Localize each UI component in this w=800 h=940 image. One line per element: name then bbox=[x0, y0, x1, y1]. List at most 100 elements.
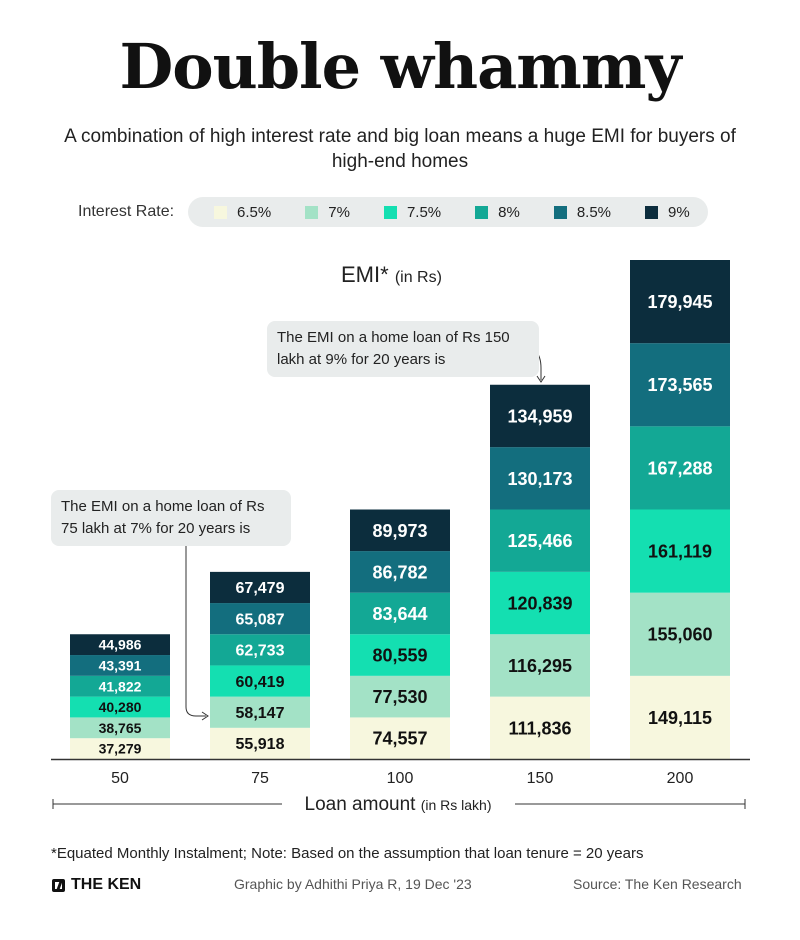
bar-segment bbox=[210, 603, 310, 635]
data-label: 37,279 bbox=[99, 741, 142, 757]
data-label: 167,288 bbox=[647, 458, 712, 478]
chart-title: Double whammy bbox=[119, 30, 682, 103]
x-tick-label: 150 bbox=[527, 770, 554, 787]
bar-segment bbox=[210, 634, 310, 666]
data-label: 116,295 bbox=[508, 656, 572, 676]
legend-item: 6.5% bbox=[214, 204, 271, 221]
bar-segment bbox=[70, 738, 170, 759]
brand-logo: THE KEN bbox=[52, 876, 141, 894]
bar-segment bbox=[630, 675, 730, 759]
legend-swatch bbox=[305, 205, 319, 219]
data-label: 38,765 bbox=[99, 720, 142, 736]
bar-segment bbox=[630, 426, 730, 510]
data-label: 58,147 bbox=[236, 705, 285, 722]
data-label: 130,173 bbox=[507, 469, 572, 489]
bar-segment bbox=[350, 675, 450, 718]
bar-segment bbox=[210, 727, 310, 759]
bar-segment bbox=[70, 675, 170, 697]
bar-segment bbox=[210, 696, 310, 728]
bar-segment bbox=[70, 717, 170, 739]
legend-label: 9% bbox=[668, 203, 690, 221]
data-label: 44,986 bbox=[99, 637, 142, 653]
bar-segment bbox=[630, 509, 730, 593]
legend-item: 9% bbox=[645, 204, 690, 221]
legend-swatch bbox=[553, 205, 567, 219]
bar-segment bbox=[70, 696, 170, 718]
data-label: 62,733 bbox=[236, 643, 285, 660]
bar-segment bbox=[210, 571, 310, 604]
legend-label: 6.5% bbox=[237, 203, 272, 221]
callout-150-arrowhead bbox=[536, 375, 546, 383]
callout-75: The EMI on a home loan of Rs 75 lakh at … bbox=[51, 490, 291, 546]
bar-segment bbox=[490, 447, 590, 510]
data-label: 120,839 bbox=[507, 594, 572, 614]
data-label: 173,565 bbox=[647, 375, 712, 395]
x-tick-label: 200 bbox=[667, 770, 694, 787]
legend-swatch bbox=[475, 205, 489, 219]
credit: Graphic by Adhithi Priya R, 19 Dec '23 bbox=[234, 876, 472, 892]
bar-segment bbox=[350, 509, 450, 552]
legend-swatch bbox=[214, 205, 228, 219]
legend-item: 7% bbox=[305, 204, 350, 221]
source: Source: The Ken Research bbox=[573, 876, 742, 892]
data-label: 179,945 bbox=[647, 292, 712, 312]
footnote: *Equated Monthly Instalment; Note: Based… bbox=[51, 845, 644, 862]
brand-name: THE KEN bbox=[71, 876, 142, 893]
chart-subtitle: A combination of high interest rate and … bbox=[64, 126, 736, 172]
x-tick-label: 75 bbox=[251, 770, 269, 787]
data-label: 149,115 bbox=[648, 708, 712, 728]
bar-segment bbox=[630, 260, 730, 344]
data-label: 83,644 bbox=[372, 604, 427, 624]
x-axis-title: Loan amount (in Rs lakh) bbox=[305, 794, 492, 815]
bar-segment bbox=[70, 655, 170, 676]
data-label: 111,836 bbox=[508, 718, 571, 738]
data-label: 77,530 bbox=[372, 687, 427, 707]
bar-segment bbox=[630, 343, 730, 427]
data-label: 125,466 bbox=[507, 531, 572, 551]
data-label: 134,959 bbox=[507, 406, 572, 426]
data-label: 41,822 bbox=[99, 678, 142, 694]
callout-75-arrowhead bbox=[201, 711, 209, 721]
data-label: 74,557 bbox=[372, 729, 427, 749]
data-label: 55,918 bbox=[236, 736, 285, 753]
data-label: 86,782 bbox=[372, 562, 427, 582]
bar-segment bbox=[490, 696, 590, 759]
data-label: 67,479 bbox=[236, 580, 285, 597]
legend-item: 8.5% bbox=[553, 203, 612, 221]
y-axis-title-main: EMI* bbox=[341, 262, 389, 287]
bar-segment bbox=[350, 551, 450, 593]
data-label: 161,119 bbox=[648, 542, 712, 562]
data-label: 60,419 bbox=[236, 674, 285, 691]
bar-segment bbox=[210, 665, 310, 697]
ken-logo-icon bbox=[52, 878, 65, 892]
x-tick-label: 50 bbox=[111, 770, 129, 787]
data-label: 43,391 bbox=[99, 657, 142, 673]
legend-swatch bbox=[383, 205, 397, 219]
bar-segment bbox=[490, 571, 590, 635]
bar-segment bbox=[490, 509, 590, 572]
data-label: 65,087 bbox=[236, 611, 285, 628]
bar-segment bbox=[350, 592, 450, 635]
legend-label: 8% bbox=[498, 203, 520, 221]
bar-segment bbox=[350, 717, 450, 759]
legend-pill: 6.5% 7% 7.5% 8% 8.5% 9% bbox=[188, 197, 708, 227]
bar-segment bbox=[350, 634, 450, 676]
bar-segment bbox=[630, 592, 730, 676]
legend-title: Interest Rate: bbox=[78, 203, 175, 220]
legend-item: 7.5% bbox=[383, 203, 442, 221]
data-label: 80,559 bbox=[372, 646, 427, 666]
y-axis-title-unit: (in Rs) bbox=[394, 269, 442, 286]
callout-75-connector bbox=[185, 540, 206, 717]
x-tick-label: 100 bbox=[387, 770, 414, 787]
legend-item: 8% bbox=[475, 204, 520, 221]
legend-label: 8.5% bbox=[576, 203, 612, 221]
x-axis-title-unit: (in Rs lakh) bbox=[421, 797, 492, 813]
legend-label: 7% bbox=[328, 203, 350, 221]
bar-segment bbox=[70, 634, 170, 656]
data-label: 40,280 bbox=[99, 699, 142, 715]
bar-segment bbox=[490, 634, 590, 697]
y-axis-title: EMI* (in Rs) bbox=[341, 262, 442, 288]
legend-label: 7.5% bbox=[406, 203, 442, 221]
legend: Interest Rate: 6.5% 7% 7.5% 8% 8.5% 9% bbox=[78, 197, 708, 227]
